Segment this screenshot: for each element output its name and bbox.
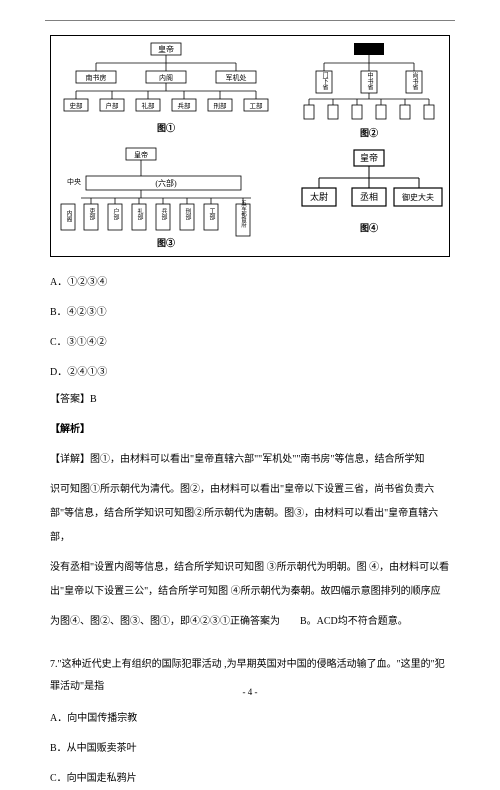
svg-text:军机处: 军机处	[226, 73, 247, 82]
svg-text:工部: 工部	[250, 101, 264, 110]
d2-bottom	[304, 99, 434, 119]
analysis-label: 【解析】	[50, 418, 450, 442]
svg-text:图③: 图③	[157, 237, 175, 248]
svg-text:吏部: 吏部	[88, 207, 95, 221]
svg-text:兵部: 兵部	[178, 101, 192, 110]
svg-text:皇帝: 皇帝	[134, 150, 148, 159]
svg-text:刑部: 刑部	[184, 207, 191, 221]
diagram-container: 皇帝 南书房 内阁 军机处 史部 户部 礼部 兵部	[50, 35, 450, 257]
svg-text:内阁: 内阁	[65, 209, 72, 223]
svg-text:(六部): (六部)	[155, 178, 177, 188]
svg-text:丞相: 丞相	[360, 191, 378, 202]
diagram-3: 皇帝 (六部) 中央 内阁 吏部 户部 礼部 兵部 刑部 工部	[56, 146, 276, 251]
svg-text:礼部: 礼部	[136, 207, 143, 221]
svg-text:御史大夫: 御史大夫	[402, 192, 434, 202]
svg-text:五军都督府: 五军都督府	[240, 200, 247, 229]
diagram-2: 门下省 中书省 尚书省 图②	[294, 41, 444, 141]
analysis-p1: 【详解】图①，由材料可以看出"皇帝直辖六部""军机处""南书房"等信息，结合所学…	[50, 448, 450, 472]
svg-text:中书省: 中书省	[366, 71, 373, 91]
svg-text:户部: 户部	[112, 207, 119, 221]
svg-text:门下省: 门下省	[321, 71, 328, 91]
diagram-4: 皇帝 太尉 丞相 御史大夫 图④	[294, 146, 444, 251]
q7-option-b: B．从中国贩卖茶叶	[50, 738, 450, 760]
q7-option-c: C．向中国走私鸦片	[50, 768, 450, 790]
answer-block: 【答案】B	[50, 392, 450, 408]
q7-option-a: A．向中国传播宗教	[50, 708, 450, 730]
option-b: B．④②③①	[50, 302, 450, 324]
q7-options: A．向中国传播宗教 B．从中国贩卖茶叶 C．向中国走私鸦片	[50, 708, 450, 790]
top-rule	[45, 20, 455, 21]
svg-text:皇帝: 皇帝	[360, 152, 378, 163]
analysis-p2: 识可知图①所示朝代为清代。图②，由材料可以看出"皇帝以下设置三省，尚书省负责六部…	[50, 478, 450, 550]
page-number: - 4 -	[0, 687, 500, 697]
svg-text:尚书省: 尚书省	[411, 71, 418, 91]
option-a: A．①②③④	[50, 272, 450, 294]
svg-text:户部: 户部	[106, 101, 120, 110]
d1-bottom: 史部 户部 礼部 兵部 刑部 工部	[64, 91, 268, 111]
answer-label: 【答案】B	[50, 392, 450, 408]
svg-text:图②: 图②	[360, 127, 378, 138]
options-list: A．①②③④ B．④②③① C．③①④② D．②④①③	[50, 272, 450, 384]
analysis-p4: 为图④、图②、图③、图①，即④②③①正确答案为 B。ACD均不符合题意。	[50, 610, 450, 634]
d1-top: 皇帝	[158, 44, 174, 54]
analysis-p3: 没有丞相"设置内阁等信息，结合所学知识可知图 ③所示朝代为明朝。图 ④，由材料可…	[50, 556, 450, 604]
svg-text:兵部: 兵部	[160, 207, 167, 221]
svg-text:礼部: 礼部	[142, 101, 156, 110]
option-d: D．②④①③	[50, 362, 450, 384]
option-c: C．③①④②	[50, 332, 450, 354]
analysis-block: 【解析】 【详解】图①，由材料可以看出"皇帝直辖六部""军机处""南书房"等信息…	[50, 418, 450, 634]
d3-bottom: 吏部 户部 礼部 兵部 刑部 工部 五军都督府	[84, 198, 250, 236]
svg-text:太尉: 太尉	[310, 191, 328, 202]
svg-text:图④: 图④	[360, 222, 378, 233]
svg-text:图①: 图①	[157, 122, 175, 133]
diagram-1: 皇帝 南书房 内阁 军机处 史部 户部 礼部 兵部	[56, 41, 276, 141]
svg-text:史部: 史部	[70, 101, 84, 110]
svg-text:内阁: 内阁	[159, 73, 173, 82]
svg-text:刑部: 刑部	[214, 101, 228, 110]
svg-text:工部: 工部	[208, 208, 215, 221]
svg-text:南书房: 南书房	[86, 73, 107, 82]
svg-text:中央: 中央	[67, 177, 81, 186]
